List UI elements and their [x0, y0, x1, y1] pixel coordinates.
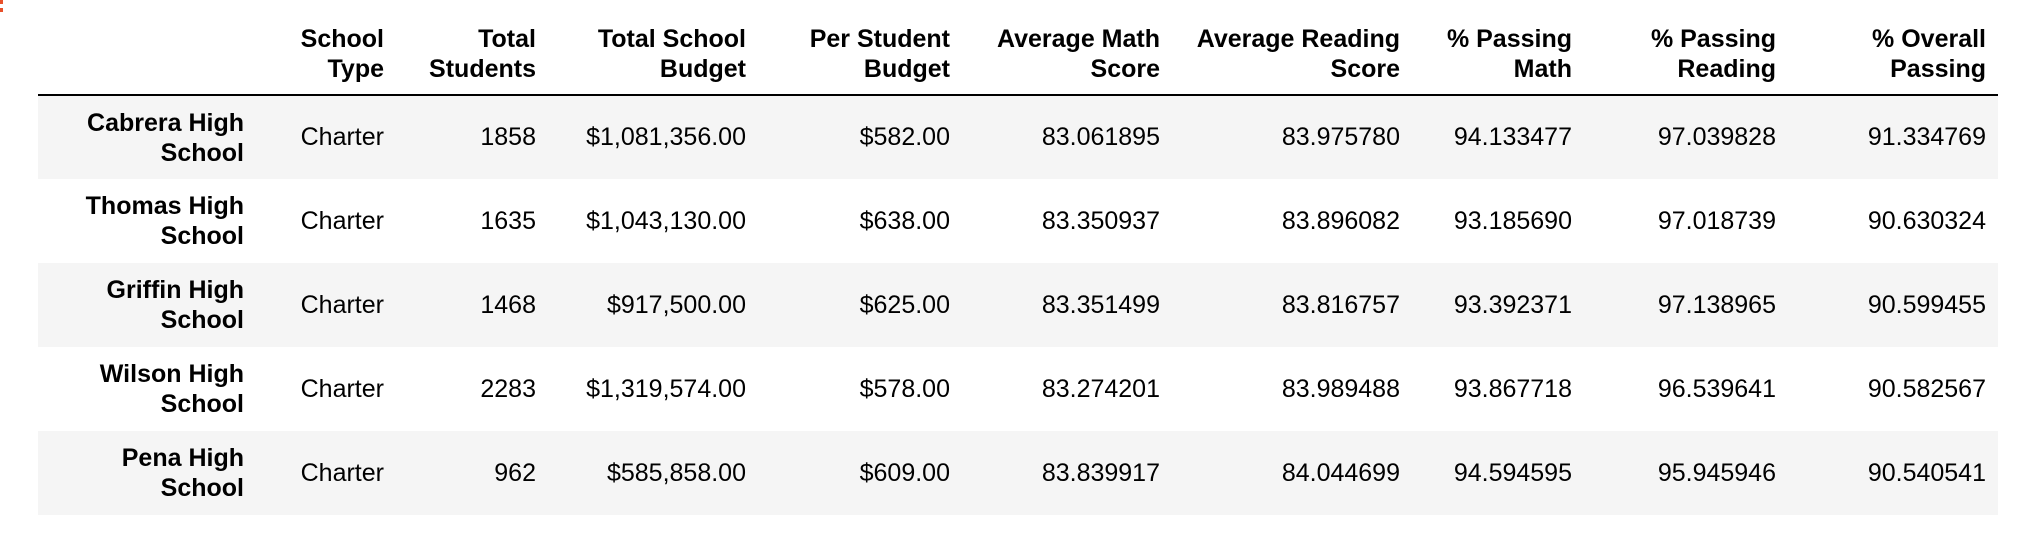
column-header-school-type: School Type [256, 0, 396, 96]
table-row: Wilson High School Charter 2283 $1,319,57… [38, 347, 1998, 431]
cell-average-math-score: 83.061895 [1041, 123, 1160, 151]
cell-total-students: 1468 [480, 290, 536, 319]
cell-school-type: Charter [300, 206, 384, 235]
cell-total-school-budget: $917,500.00 [606, 290, 746, 319]
cell-percent-overall-passing: 90.540541 [1867, 458, 1986, 487]
row-index-label: Pena High School [121, 444, 244, 502]
cell-percent-passing-math: 94.133477 [1453, 123, 1572, 151]
cell-percent-overall-passing: 91.334769 [1867, 123, 1986, 151]
column-header-percent-passing-reading: % Passing Reading [1584, 0, 1788, 96]
column-header-percent-passing-math: % Passing Math [1412, 0, 1584, 96]
cell-percent-overall-passing: 90.630324 [1867, 206, 1986, 235]
cell-total-students: 1858 [480, 123, 536, 151]
cell-total-school-budget: $1,319,574.00 [586, 374, 746, 403]
table-row: Griffin High School Charter 1468 $917,500… [38, 263, 1998, 347]
table-row: Thomas High School Charter 1635 $1,043,13… [38, 179, 1998, 263]
cell-total-school-budget: $585,858.00 [606, 458, 746, 487]
cell-percent-passing-math: 93.867718 [1453, 374, 1572, 403]
cell-percent-passing-math: 93.392371 [1453, 290, 1572, 319]
cell-percent-passing-math: 93.185690 [1453, 206, 1572, 235]
cell-per-student-budget: $609.00 [859, 458, 950, 487]
cell-per-student-budget: $582.00 [859, 123, 950, 151]
cell-percent-passing-reading: 97.039828 [1657, 123, 1776, 151]
cell-average-reading-score: 83.975780 [1281, 123, 1400, 151]
cell-average-reading-score: 83.989488 [1281, 374, 1400, 403]
table-row: Pena High School Charter 962 $585,858.00 … [38, 431, 1998, 515]
cell-school-type: Charter [300, 374, 384, 403]
cell-total-students: 2283 [480, 374, 536, 403]
cell-average-math-score: 83.350937 [1041, 206, 1160, 235]
cell-percent-passing-reading: 96.539641 [1657, 374, 1776, 403]
cell-total-students: 962 [494, 458, 536, 487]
cell-percent-passing-reading: 97.138965 [1657, 290, 1776, 319]
cell-average-math-score: 83.839917 [1041, 458, 1160, 487]
column-header-percent-overall-passing: % Overall Passing [1788, 0, 1998, 96]
column-header-total-school-budget: Total School Budget [548, 0, 758, 96]
row-index-label: Wilson High School [99, 360, 244, 418]
column-header-average-reading-score: Average Reading Score [1172, 0, 1412, 96]
cell-average-reading-score: 84.044699 [1281, 458, 1400, 487]
cell-total-students: 1635 [480, 206, 536, 235]
column-header-per-student-budget: Per Student Budget [758, 0, 962, 96]
cell-percent-passing-reading: 95.945946 [1657, 458, 1776, 487]
row-index-label: Griffin High School [106, 276, 244, 334]
cell-percent-overall-passing: 90.582567 [1867, 374, 1986, 403]
cell-per-student-budget: $638.00 [859, 206, 950, 235]
cell-average-reading-score: 83.816757 [1281, 290, 1400, 319]
column-header-total-students: Total Students [396, 0, 548, 96]
table-row: Cabrera High School Charter 1858 $1,081,3… [38, 95, 1998, 179]
cell-average-reading-score: 83.896082 [1281, 206, 1400, 235]
cell-prompt-marker [0, 0, 4, 14]
row-index-label: Thomas High School [85, 192, 244, 250]
index-header [38, 0, 256, 96]
cell-per-student-budget: $578.00 [859, 374, 950, 403]
column-header-average-math-score: Average Math Score [962, 0, 1172, 96]
cell-percent-passing-math: 94.594595 [1453, 458, 1572, 487]
cell-school-type: Charter [300, 123, 384, 151]
cell-per-student-budget: $625.00 [859, 290, 950, 319]
cell-percent-overall-passing: 90.599455 [1867, 290, 1986, 319]
cell-school-type: Charter [300, 290, 384, 319]
table-header-row: School Type Total Students Total School Bud… [38, 0, 1998, 96]
cell-total-school-budget: $1,081,356.00 [586, 123, 746, 151]
cell-average-math-score: 83.274201 [1041, 374, 1160, 403]
cell-total-school-budget: $1,043,130.00 [586, 206, 746, 235]
cell-average-math-score: 83.351499 [1041, 290, 1160, 319]
row-index-label: Cabrera High School [87, 108, 244, 167]
cell-percent-passing-reading: 97.018739 [1657, 206, 1776, 235]
cell-school-type: Charter [300, 458, 384, 487]
dataframe-table: School Type Total Students Total School Bud… [38, 0, 1998, 515]
